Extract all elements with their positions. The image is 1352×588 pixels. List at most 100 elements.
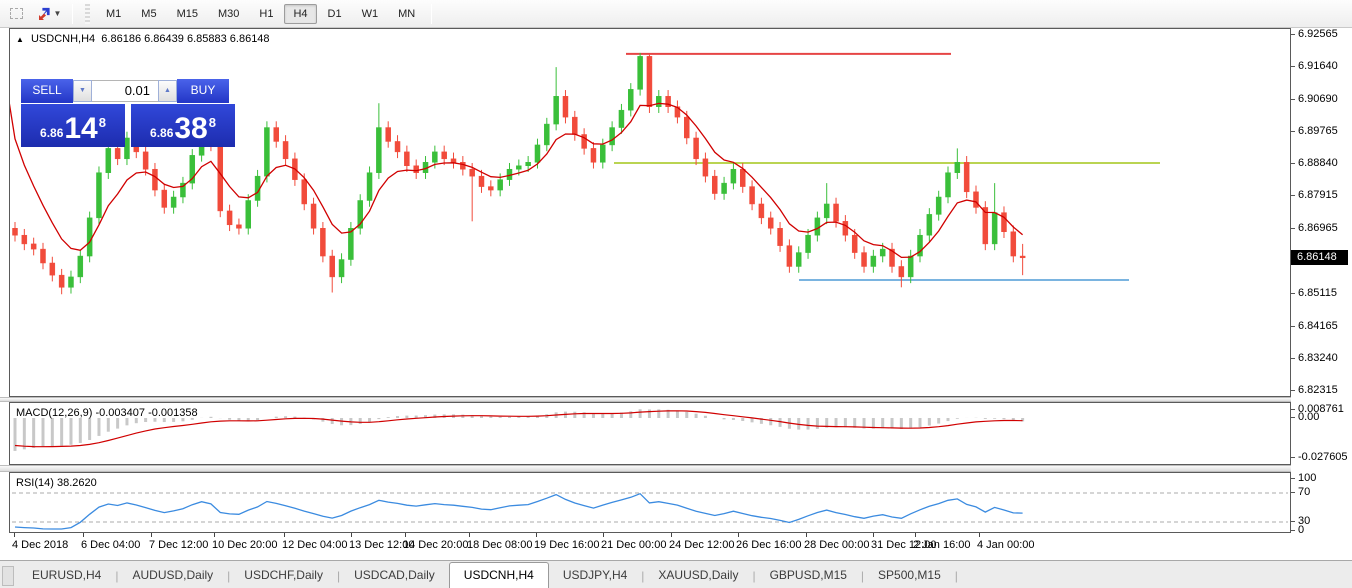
time-axis-label: 13 Dec 12:00	[349, 539, 415, 551]
tab-separator: |	[954, 569, 958, 583]
chart-high: 6.86439	[144, 33, 184, 45]
timeframe-button-h4[interactable]: H4	[284, 3, 317, 24]
sell-price-handle: 6.86	[40, 126, 64, 140]
one-click-trading-panel: SELL ▼ 0.01 ▲ BUY 6.86 14 8 6.86 38 8	[21, 79, 241, 147]
time-axis-label: 24 Dec 12:00	[669, 539, 735, 551]
collapse-trade-panel-icon[interactable]: ▲	[16, 35, 24, 44]
chart-low: 6.85883	[186, 33, 227, 45]
sell-price-box[interactable]: 6.86 14 8	[21, 104, 125, 147]
toolbar-separator-2	[431, 3, 433, 24]
rsi-title: RSI(14) 38.2620	[16, 477, 97, 489]
time-axis-label: 18 Dec 08:00	[467, 539, 533, 551]
price-axis-label: 6.91640	[1298, 60, 1338, 73]
price-axis-label: 6.84165	[1298, 319, 1338, 332]
main-chart-panel[interactable]: ▲ USDCNH,H4 6.86186 6.86439 6.85883 6.86…	[9, 28, 1291, 397]
timeframe-button-w1[interactable]: W1	[361, 7, 379, 20]
macd-signal-line	[14, 410, 1023, 448]
dashed-selection-icon[interactable]	[4, 3, 28, 25]
timeframe-button-d1[interactable]: D1	[327, 7, 342, 20]
rsi-axis-label: 0	[1298, 524, 1305, 536]
panel-splitter-2[interactable]	[0, 465, 1352, 472]
chart-tab-gbpusd[interactable]: GBPUSD,M15	[769, 568, 847, 582]
toolbar-grip[interactable]	[85, 3, 90, 24]
timeframe-button-mn[interactable]: MN	[398, 7, 416, 20]
time-axis-label: 4 Dec 2018	[12, 539, 69, 551]
dropdown-caret-icon[interactable]: ▼	[53, 9, 62, 18]
time-axis-label: 12 Dec 04:00	[282, 539, 348, 551]
chart-tab-xauusd[interactable]: XAUUSD,Daily	[658, 568, 739, 582]
timeframe-button-h1[interactable]: H1	[259, 7, 274, 20]
time-axis-tick	[873, 533, 874, 537]
price-axis-tick	[1291, 34, 1295, 35]
time-axis-tick	[979, 533, 980, 537]
rsi-axis-label: 30	[1298, 515, 1311, 527]
price-axis-label: 6.82315	[1298, 383, 1338, 396]
time-axis: 4 Dec 2018 6 Dec 04:00 7 Dec 12:00 10 Dec 2…	[9, 533, 1352, 559]
rsi-axis-tick	[1291, 530, 1295, 531]
tab-separator: |	[752, 569, 756, 583]
rsi-panel[interactable]: RSI(14) 38.2620	[9, 472, 1291, 533]
macd-panel[interactable]: MACD(12,26,9) -0.003407 -0.001358	[9, 402, 1291, 465]
chart-tab-usdcnh[interactable]: USDCNH,H4	[448, 562, 549, 588]
lot-size-input[interactable]: 0.01	[92, 80, 158, 102]
sell-button[interactable]: SELL	[21, 79, 73, 103]
buy-price-pip: 8	[208, 115, 216, 130]
macd-axis-label: 0.00	[1298, 411, 1320, 423]
time-axis-tick	[405, 533, 406, 537]
macd-axis-tick	[1291, 409, 1295, 410]
price-axis-tick	[1291, 99, 1295, 101]
buy-price-handle: 6.86	[150, 126, 174, 140]
rsi-axis-tick	[1291, 478, 1295, 479]
price-axis-label: 6.87915	[1298, 189, 1338, 202]
time-axis-tick	[671, 533, 672, 537]
tab-separator: |	[860, 569, 865, 583]
chart-tab-audusd[interactable]: AUDUSD,Daily	[132, 568, 214, 582]
timeframe-button-m30[interactable]: M30	[217, 7, 240, 20]
top-toolbar: ▼ M1 M5 M15 M30 H1 H4 D1 W1 MN	[0, 0, 1352, 28]
chart-tab-usdchf[interactable]: USDCHF,Daily	[244, 568, 323, 582]
time-axis-label: 26 Dec 16:00	[736, 539, 802, 551]
tab-scroll-button[interactable]	[2, 566, 14, 586]
time-axis-tick	[151, 533, 152, 537]
rsi-axis-label: 100	[1298, 472, 1317, 484]
trade-arrows-icon[interactable]: ▼	[32, 3, 66, 25]
price-axis: 6.92565 6.91640 6.90690 6.89765 6.88840 6.879…	[1291, 28, 1352, 558]
timeframe-button-m5[interactable]: M5	[141, 7, 157, 20]
tab-separator: |	[115, 569, 119, 583]
macd-chart	[13, 409, 1025, 451]
price-axis-label: 6.83240	[1298, 351, 1338, 364]
trade-arrows-glyph	[38, 7, 50, 20]
time-axis-tick	[603, 533, 604, 537]
tab-separator: |	[227, 569, 231, 583]
timeframe-button-m1[interactable]: M1	[106, 7, 122, 20]
price-axis-tick	[1291, 195, 1295, 197]
macd-title: MACD(12,26,9) -0.003407 -0.001358	[16, 407, 198, 419]
price-axis-label: 6.86965	[1298, 222, 1338, 235]
timeframe-button-m15[interactable]: M15	[176, 7, 198, 20]
rsi-line	[14, 492, 1023, 530]
buy-button[interactable]: BUY	[177, 79, 229, 103]
chart-tab-usdcad[interactable]: USDCAD,Daily	[354, 568, 435, 582]
chart-ohlc-title: ▲ USDCNH,H4 6.86186 6.86439 6.85883 6.86…	[16, 33, 270, 45]
chart-symbol: USDCNH,H4	[30, 33, 96, 45]
lot-decrease-button[interactable]: ▼	[73, 80, 92, 102]
macd-axis-tick	[1291, 417, 1295, 418]
lot-increase-button[interactable]: ▲	[158, 80, 177, 102]
price-axis-tick	[1291, 228, 1295, 230]
rsi-axis-label: 70	[1298, 486, 1311, 498]
chart-tab-sp500[interactable]: SP500,M15	[878, 568, 941, 582]
price-axis-label: 6.92565	[1298, 28, 1338, 40]
panel-splitter[interactable]	[0, 397, 1352, 402]
time-axis-tick	[469, 533, 470, 537]
buy-price-box[interactable]: 6.86 38 8	[131, 104, 235, 147]
time-axis-label: 14 Dec 20:00	[403, 539, 469, 551]
price-axis-tick	[1291, 389, 1295, 391]
time-axis-label: 19 Dec 16:00	[534, 539, 600, 551]
time-axis-tick	[536, 533, 537, 537]
timeframe-group: M1 M5 M15 M30 H1 H4 D1 W1 MN	[96, 3, 425, 24]
chart-tab-eurusd[interactable]: EURUSD,H4	[32, 568, 102, 582]
chart-tab-bar: EURUSD,H4 | AUDUSD,Daily | USDCHF,Daily | USDC…	[0, 560, 1352, 588]
price-axis-label: 6.85115	[1298, 286, 1337, 299]
sell-price-pip: 8	[98, 115, 106, 130]
chart-tab-usdjpy[interactable]: USDJPY,H4	[562, 568, 628, 582]
